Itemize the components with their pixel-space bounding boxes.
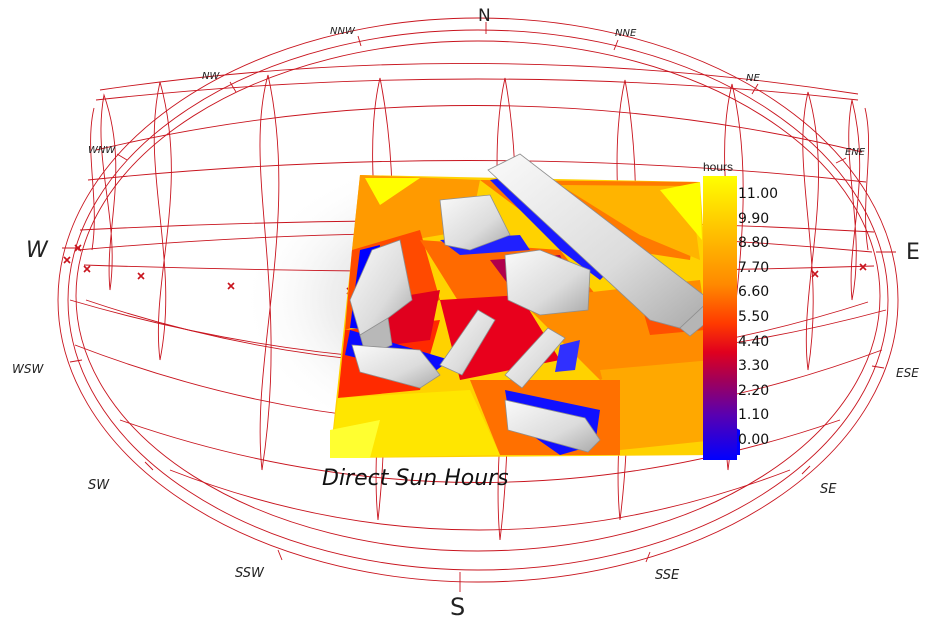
compass-nw-label: NW <box>202 71 220 82</box>
compass-n-label: N <box>478 6 491 26</box>
compass-ssw-label: SSW <box>235 566 264 581</box>
legend-tick-label: 6.60 <box>738 284 770 301</box>
compass-w-label: W <box>26 238 48 263</box>
legend-tick-label: 0.00 <box>738 432 770 448</box>
legend-unit: hours <box>703 160 734 174</box>
compass-ene-label: ENE <box>845 147 866 158</box>
building-slab-4 <box>504 399 601 453</box>
building-mid <box>504 249 591 316</box>
buildings <box>349 153 713 453</box>
compass-wnw-label: WNW <box>88 145 116 156</box>
legend-tick-label: 11.00 <box>738 186 779 202</box>
legend-tick-label: 1.10 <box>738 407 770 424</box>
building-slab-2 <box>439 309 496 376</box>
legend-tick-label: 8.80 <box>738 235 770 252</box>
compass-ese-label: ESE <box>896 366 919 380</box>
compass-sse-label: SSE <box>655 568 680 583</box>
legend-tick-label: 5.50 <box>738 309 770 325</box>
legend-tick-label: 2.20 <box>738 382 770 399</box>
compass-wsw-label: WSW <box>12 362 44 376</box>
compass-s-label: S <box>450 593 466 621</box>
compass-e-label: E <box>906 240 920 265</box>
building-slab-1 <box>351 344 441 389</box>
compass-nne-label: NNE <box>615 28 637 39</box>
legend-tick-label: 7.70 <box>738 259 770 276</box>
building-cluster-north <box>439 194 511 251</box>
compass-se-label: SE <box>820 482 837 497</box>
compass-sw-label: SW <box>88 478 110 493</box>
legend-tick-label: 4.40 <box>738 333 770 350</box>
building-slab-3 <box>504 327 566 389</box>
legend-tick-label: 9.90 <box>738 210 770 227</box>
compass-ne-label: NE <box>746 73 760 84</box>
compass-nnw-label: NNW <box>330 26 355 37</box>
diagram-title: Direct Sun Hours <box>322 466 509 491</box>
legend-color-bar <box>703 176 737 460</box>
legend-tick-label: 3.30 <box>738 358 770 375</box>
